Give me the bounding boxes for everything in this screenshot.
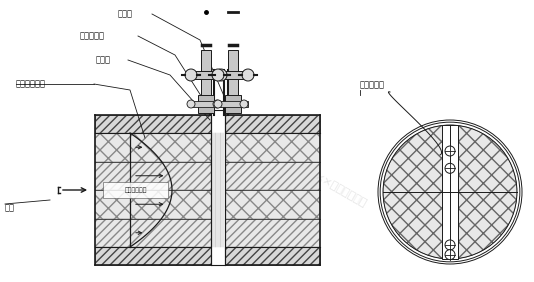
Circle shape: [240, 100, 248, 108]
Circle shape: [445, 250, 455, 260]
Circle shape: [445, 240, 455, 250]
Bar: [103, 182, 168, 198]
Bar: [191, 71, 221, 79]
Bar: [198, 95, 214, 113]
Circle shape: [212, 69, 224, 81]
Circle shape: [445, 163, 455, 173]
Text: 速度分布曲线: 速度分布曲线: [16, 80, 46, 89]
Circle shape: [215, 69, 227, 81]
Circle shape: [214, 100, 222, 108]
Circle shape: [383, 125, 517, 259]
Circle shape: [213, 100, 221, 108]
Bar: [95, 219, 320, 247]
Bar: [95, 133, 320, 162]
Bar: [95, 162, 320, 190]
Text: 四个取压孔: 四个取压孔: [360, 80, 385, 89]
Bar: [218, 71, 248, 79]
Text: 流向: 流向: [5, 204, 15, 213]
Bar: [228, 50, 238, 100]
Text: 四个相等面积: 四个相等面积: [124, 187, 147, 193]
Bar: [211, 110, 225, 265]
Text: ××仪表有限公司: ××仪表有限公司: [312, 171, 368, 209]
Text: 静压管: 静压管: [118, 10, 133, 19]
Bar: [95, 115, 320, 133]
Bar: [218, 101, 248, 107]
Bar: [191, 101, 221, 107]
Bar: [95, 247, 320, 265]
Bar: [201, 50, 211, 100]
Text: 检测杆: 检测杆: [96, 56, 111, 65]
Bar: [442, 125, 458, 259]
Circle shape: [185, 69, 197, 81]
Circle shape: [445, 146, 455, 156]
Circle shape: [187, 100, 195, 108]
Circle shape: [242, 69, 254, 81]
Bar: [225, 95, 241, 113]
Bar: [95, 190, 320, 219]
Text: 总压引出管: 总压引出管: [80, 32, 105, 41]
